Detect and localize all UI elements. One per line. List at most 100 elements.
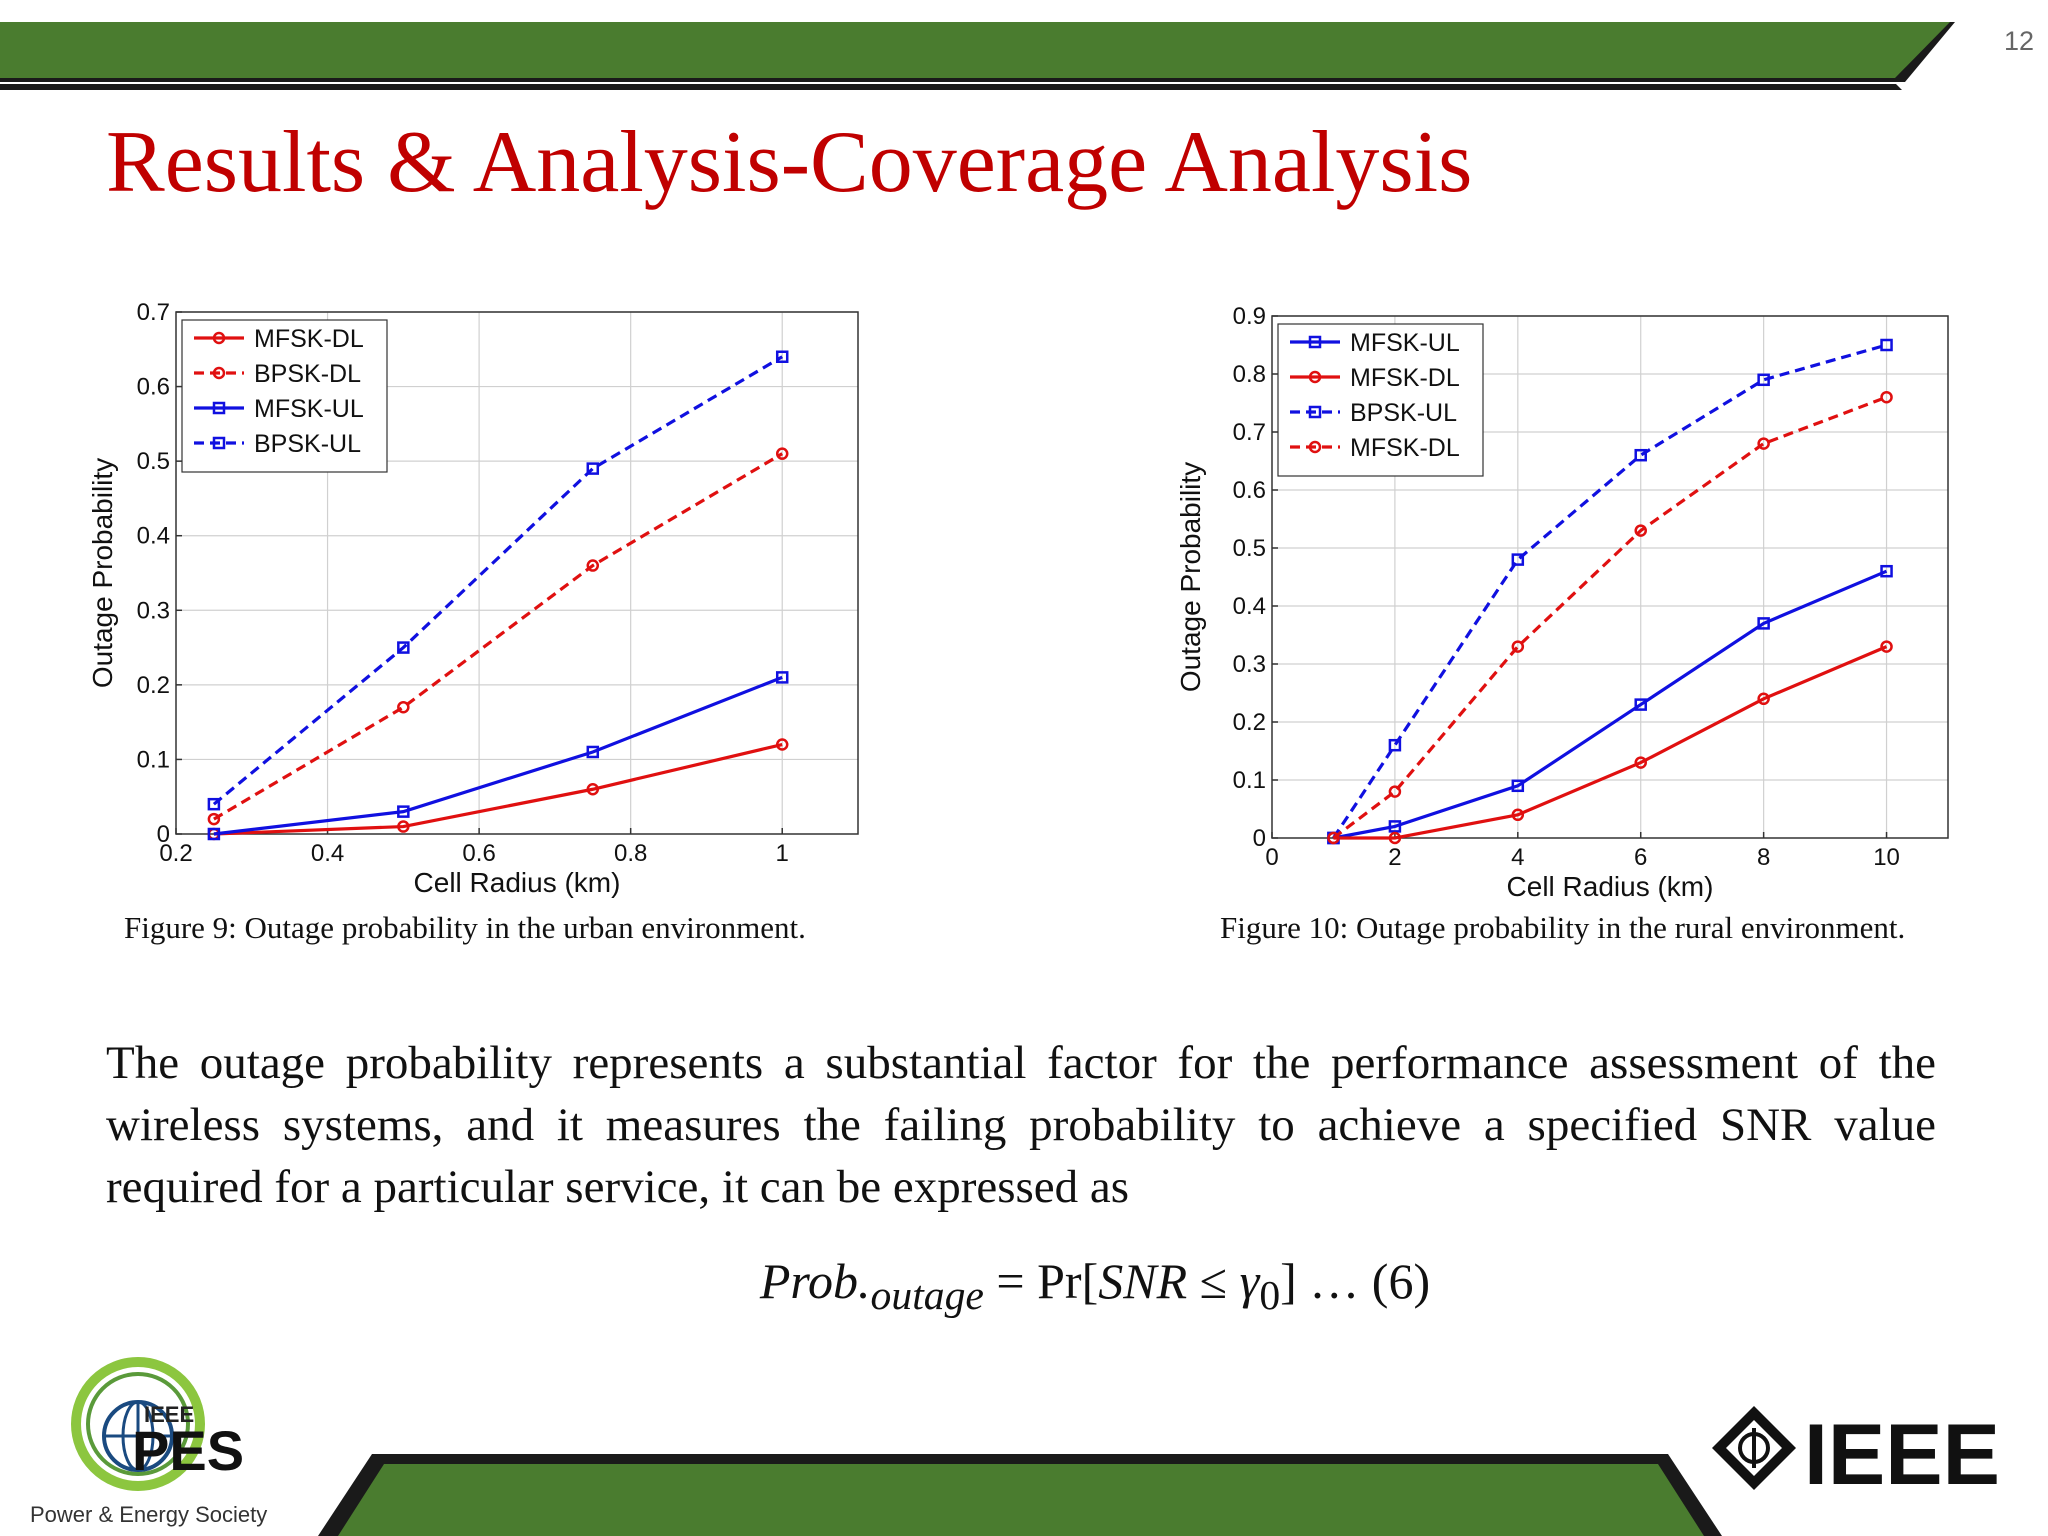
series-line-mfsk-dl xyxy=(213,742,783,836)
eq-bracket-close: ] xyxy=(1280,1253,1297,1309)
legend-marker xyxy=(212,331,226,345)
data-point xyxy=(207,797,221,811)
y-tick-label: 0.6 xyxy=(1233,477,1266,504)
data-point xyxy=(1388,820,1402,833)
data-point xyxy=(1327,831,1340,845)
top-band xyxy=(0,22,1955,90)
x-tick-label: 8 xyxy=(1757,844,1770,871)
eq-pr: Pr xyxy=(1037,1253,1082,1309)
y-tick-label: 0.7 xyxy=(1233,419,1266,446)
y-tick-label: 0 xyxy=(1253,825,1266,852)
legend-marker xyxy=(212,401,226,415)
legend-label: BPSK-UL xyxy=(254,430,361,458)
y-tick-label: 0.9 xyxy=(1233,303,1266,330)
chart-rural: 0 2 4 6 8 10 0 0.1 0.2 0.3 0.4 0.5 0.6 0.7 0.8 0.9 Cell … xyxy=(1160,290,1980,902)
data-point xyxy=(1880,564,1893,578)
data-point xyxy=(586,559,600,572)
eq-snr: SNR xyxy=(1098,1253,1188,1309)
series-line-bpsk-dl xyxy=(213,452,784,821)
legend-marker xyxy=(212,436,226,450)
data-point xyxy=(1757,437,1770,450)
data-point xyxy=(207,812,221,826)
legend-label: BPSK-DL xyxy=(254,360,361,388)
plot-frame xyxy=(1271,315,1949,839)
x-tick-label: 10 xyxy=(1873,844,1900,871)
data-point xyxy=(1880,640,1893,653)
series-line-bpsk-ul xyxy=(1332,343,1887,839)
x-axis-label: Cell Radius (km) xyxy=(1507,871,1714,902)
legend-marker xyxy=(1308,405,1322,419)
data-point xyxy=(586,745,600,759)
series-line-mfsk-ul xyxy=(213,675,783,836)
eq-gamma-sub: 0 xyxy=(1259,1273,1281,1319)
data-point xyxy=(775,671,789,684)
legend-marker xyxy=(1308,370,1322,384)
data-point xyxy=(397,820,410,833)
y-tick-label: 0.3 xyxy=(137,597,170,624)
y-tick-label: 0.6 xyxy=(137,374,170,401)
slide-title: Results & Analysis-Coverage Analysis xyxy=(106,114,1473,211)
x-tick-label: 2 xyxy=(1388,844,1401,871)
legend-label: MFSK-UL xyxy=(1350,329,1460,357)
x-tick-label: 0.6 xyxy=(462,840,495,867)
legend-label: MFSK-DL xyxy=(1350,434,1460,462)
y-tick-label: 0.8 xyxy=(1233,361,1266,388)
legend-marker xyxy=(212,366,226,380)
data-point xyxy=(1388,831,1402,845)
body-paragraph: The outage probability represents a subs… xyxy=(106,1037,1936,1213)
eq-number: (6) xyxy=(1371,1253,1431,1309)
x-axis-label: Cell Radius (km) xyxy=(414,867,621,898)
legend-label: MFSK-UL xyxy=(254,395,364,423)
eq-leq: ≤ xyxy=(1199,1253,1228,1309)
pes-logo-society: Power & Energy Society xyxy=(30,1502,267,1527)
eq-bracket-open: [ xyxy=(1081,1253,1099,1309)
data-point xyxy=(1880,390,1893,404)
data-point xyxy=(1511,779,1525,793)
data-point xyxy=(1634,524,1647,537)
ieee-diamond-icon xyxy=(1712,1406,1796,1490)
data-point xyxy=(207,827,221,841)
data-point xyxy=(1880,338,1893,352)
x-tick-label: 1 xyxy=(776,840,789,867)
y-tick-label: 0.5 xyxy=(137,448,170,475)
chart-urban-svg: 0.2 0.4 0.6 0.8 1 0 0.1 0.2 0.3 0.4 0.5 0.6 0.7 Cell … xyxy=(87,299,859,898)
series-line-mfsk-dl xyxy=(1332,395,1888,840)
series-line-mfsk-ul xyxy=(1333,569,1888,840)
data-point xyxy=(1634,756,1647,769)
data-point xyxy=(1511,808,1525,822)
eq-lhs-sub: outage xyxy=(870,1273,984,1319)
y-tick-label: 0.2 xyxy=(1233,709,1266,736)
y-axis-label: Outage Probability xyxy=(1175,462,1206,692)
data-point xyxy=(1388,785,1402,798)
legend-label: MFSK-DL xyxy=(1350,364,1460,392)
x-tick-label: 4 xyxy=(1511,844,1524,871)
y-tick-label: 0 xyxy=(157,821,170,848)
legend-label: BPSK-UL xyxy=(1350,399,1457,427)
series-line-bpsk-ul xyxy=(212,355,784,806)
data-point xyxy=(397,700,410,714)
y-tick-label: 0.5 xyxy=(1233,535,1266,562)
data-point xyxy=(586,462,600,475)
plot-frame xyxy=(175,311,859,835)
chart-rural-svg: 0 2 4 6 8 10 0 0.1 0.2 0.3 0.4 0.5 0.6 0.7 0.8 0.9 Cell … xyxy=(1175,303,1949,902)
x-tick-label: 0.4 xyxy=(311,840,344,867)
data-point xyxy=(1511,553,1525,566)
data-point xyxy=(1634,698,1647,711)
x-tick-label: 0 xyxy=(1265,844,1278,871)
data-point xyxy=(1757,692,1770,706)
legend-marker xyxy=(1308,335,1322,349)
data-point xyxy=(397,641,410,654)
bottom-band xyxy=(318,1454,1722,1536)
x-tick-label: 0.8 xyxy=(614,840,647,867)
data-point xyxy=(775,447,789,460)
data-point xyxy=(1511,640,1525,653)
ieee-logo-text: IEEE xyxy=(1804,1407,2000,1503)
data-point xyxy=(775,350,789,363)
y-tick-label: 0.7 xyxy=(137,299,170,326)
ieee-logo: IEEE xyxy=(1712,1406,2000,1503)
y-tick-label: 0.1 xyxy=(137,746,170,773)
data-point xyxy=(586,783,600,796)
y-tick-label: 0.4 xyxy=(137,523,170,550)
y-tick-label: 0.2 xyxy=(137,672,170,699)
pes-logo-ieee-text: IEEE xyxy=(144,1402,194,1427)
